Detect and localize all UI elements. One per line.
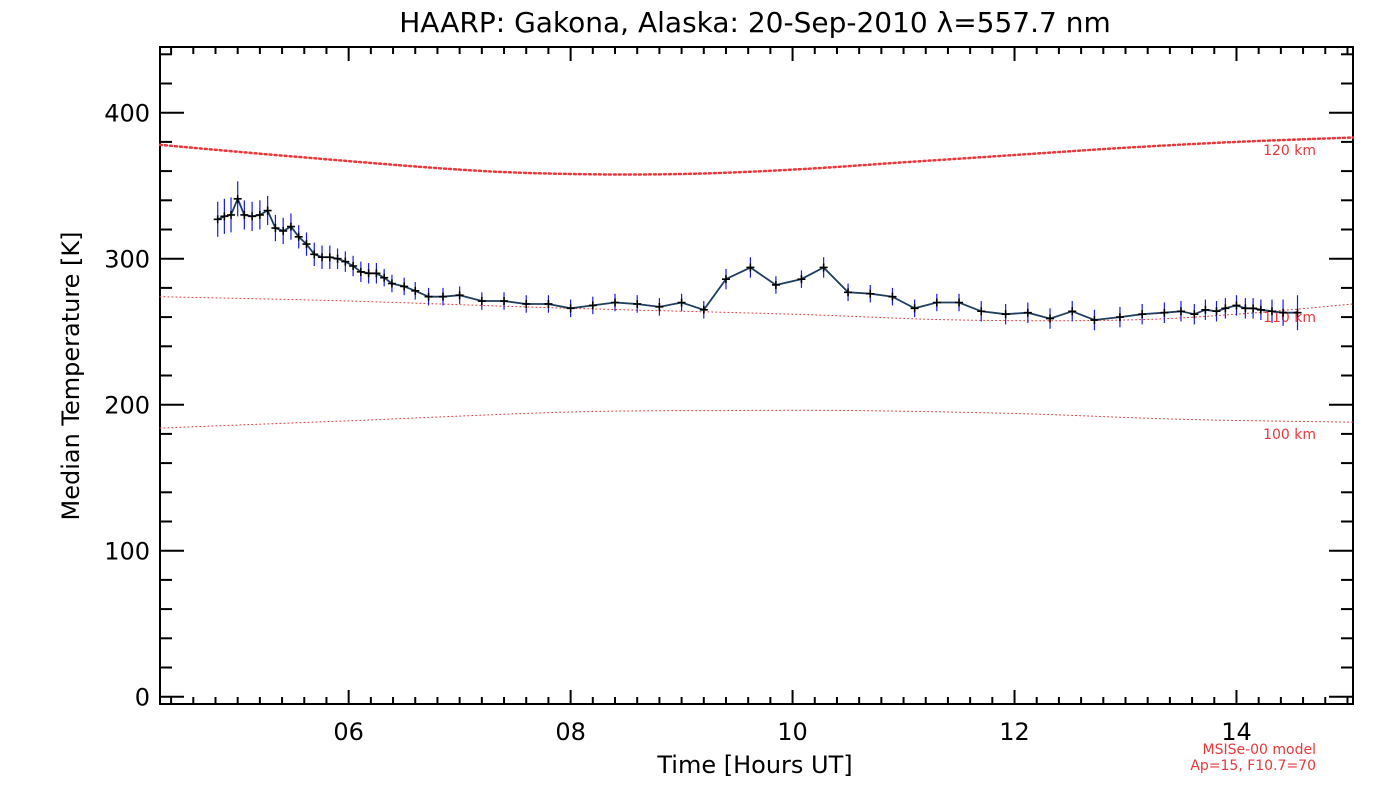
data-point <box>1023 308 1032 317</box>
data-point <box>349 262 358 270</box>
data-point <box>255 210 264 219</box>
data-point <box>1293 308 1302 317</box>
data-point <box>318 253 327 262</box>
data-point <box>588 301 597 310</box>
data-point <box>263 206 272 215</box>
axis-ticks: 06 08 10 12 14 0 100 200 300 400 <box>104 47 1353 746</box>
x-tick-label: 10 <box>777 718 808 746</box>
model-curve-label: 120 km <box>1263 143 1316 159</box>
data-point <box>977 307 986 316</box>
data-point <box>633 299 642 308</box>
data-point <box>294 232 303 241</box>
data-point <box>910 304 919 313</box>
data-point <box>771 280 780 289</box>
x-tick-label: 06 <box>333 718 364 746</box>
data-point <box>438 292 447 301</box>
data-point <box>1190 310 1199 319</box>
data-point <box>699 305 708 314</box>
data-point <box>279 226 288 235</box>
x-axis-label: Time [Hours UT] <box>656 751 852 779</box>
y-tick-label: 0 <box>135 684 150 712</box>
data-point <box>387 279 396 288</box>
data-point <box>455 291 464 300</box>
data-point <box>213 215 222 224</box>
model-curve <box>159 409 1354 429</box>
model-curve <box>159 296 1354 322</box>
y-tick-label: 200 <box>104 392 150 420</box>
y-tick-label: 400 <box>104 100 150 128</box>
data-point <box>1115 313 1124 322</box>
data-point <box>341 257 350 266</box>
data-point <box>1267 307 1276 316</box>
data-point <box>500 297 509 306</box>
data-point <box>220 212 229 221</box>
data-point <box>1160 308 1169 317</box>
data-point <box>522 299 531 308</box>
data-point <box>248 212 257 221</box>
data-point <box>1201 305 1210 314</box>
data-point <box>424 292 433 301</box>
data-point <box>721 275 730 284</box>
data-point <box>866 289 875 298</box>
data-point <box>1046 314 1055 323</box>
data-point <box>372 269 381 278</box>
data-point <box>655 302 664 311</box>
data-point <box>1279 308 1288 317</box>
data-point <box>844 288 853 297</box>
data-point <box>1232 301 1241 310</box>
data-point <box>271 224 280 233</box>
data-point <box>797 275 806 284</box>
measurement-series <box>213 181 1302 331</box>
data-point <box>325 253 334 262</box>
data-point <box>227 210 236 219</box>
data-point <box>611 298 620 307</box>
data-point <box>1249 304 1258 313</box>
data-point <box>380 273 389 282</box>
data-point <box>233 194 242 203</box>
data-point <box>746 263 755 272</box>
data-point <box>240 210 249 219</box>
data-point <box>1068 307 1077 316</box>
data-point <box>1090 316 1099 325</box>
data-point <box>356 267 365 276</box>
data-point <box>1241 304 1250 313</box>
y-tick-label: 100 <box>104 538 150 566</box>
data-point <box>888 292 897 301</box>
data-point <box>411 286 420 295</box>
data-point <box>819 263 828 272</box>
chart-title: HAARP: Gakona, Alaska: 20-Sep-2010 λ=557… <box>399 6 1111 39</box>
data-point <box>364 269 373 278</box>
x-tick-label: 14 <box>1221 718 1252 746</box>
data-point <box>286 222 295 231</box>
data-point <box>566 304 575 313</box>
data-point <box>1138 310 1147 319</box>
model-curve-label: 110 km <box>1263 310 1316 326</box>
y-axis-label: Median Temperature [K] <box>57 231 85 520</box>
x-tick-label: 08 <box>555 718 586 746</box>
data-point <box>1176 307 1185 316</box>
data-point <box>932 298 941 307</box>
model-note-line-1: MSISe-00 model <box>1202 742 1316 758</box>
data-point <box>544 299 553 308</box>
data-point <box>1212 307 1221 316</box>
y-tick-label: 300 <box>104 246 150 274</box>
data-point <box>677 298 686 307</box>
data-point <box>400 282 409 291</box>
data-point <box>955 298 964 307</box>
data-point <box>1221 304 1230 313</box>
data-point <box>1001 310 1010 319</box>
data-point <box>1256 305 1265 314</box>
data-point <box>477 297 486 306</box>
model-curves: 120 km 110 km 100 km <box>158 136 1355 443</box>
model-note-line-2: Ap=15, F10.7=70 <box>1190 758 1316 774</box>
x-tick-label: 12 <box>999 718 1030 746</box>
data-point <box>302 240 311 249</box>
data-point <box>310 250 319 259</box>
data-point <box>333 254 342 263</box>
model-curve <box>158 136 1355 176</box>
model-curve-label: 100 km <box>1263 427 1316 443</box>
